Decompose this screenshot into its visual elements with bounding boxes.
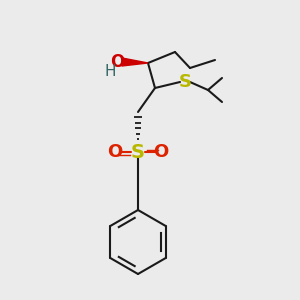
Text: O: O — [110, 53, 124, 71]
Text: H: H — [104, 64, 116, 80]
Text: S: S — [178, 73, 191, 91]
Text: O: O — [153, 143, 169, 161]
Text: S: S — [131, 142, 145, 161]
Polygon shape — [122, 58, 148, 66]
Text: O: O — [107, 143, 123, 161]
